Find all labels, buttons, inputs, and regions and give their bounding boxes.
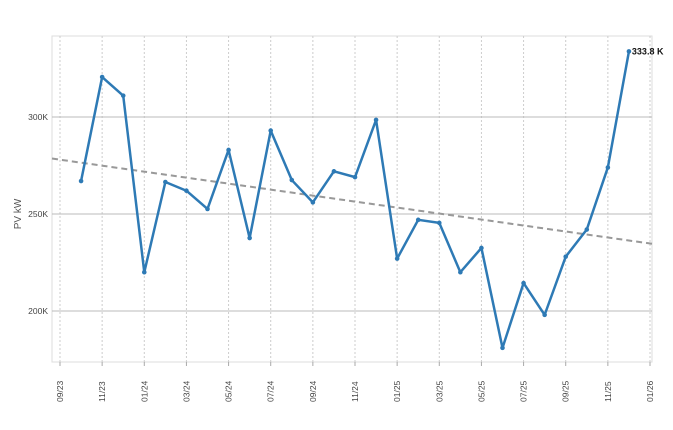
data-point [184, 188, 189, 194]
y-tick-label: 250K [28, 209, 48, 219]
x-tick-label: 09/23 [55, 380, 65, 402]
data-point [205, 206, 210, 212]
data-point [479, 245, 484, 251]
data-point [352, 174, 358, 180]
data-point [99, 74, 105, 80]
x-tick-label: 01/25 [392, 380, 402, 402]
x-tick-label: 11/23 [97, 381, 107, 402]
data-label: 333.8 K [632, 46, 664, 56]
data-point [458, 269, 463, 275]
data-point [373, 117, 379, 123]
data-point [247, 235, 252, 241]
data-point [605, 165, 611, 170]
data-point [415, 217, 421, 223]
data-point [563, 254, 569, 259]
data-point [141, 269, 147, 275]
y-tick-label: 300K [28, 112, 48, 122]
data-point [626, 49, 632, 54]
annotations: 333.8 K [632, 46, 664, 56]
data-point [584, 227, 590, 232]
y-tick-label: 200K [28, 306, 48, 316]
data-point [331, 169, 337, 174]
x-tick-label: 11/25 [603, 381, 613, 402]
data-point [163, 179, 168, 185]
data-point [226, 147, 231, 153]
x-tick-label: 03/25 [434, 380, 444, 402]
series-line [79, 51, 631, 350]
x-tick-label: 05/25 [476, 380, 486, 402]
trendline-line [51, 157, 653, 245]
data-point [78, 178, 84, 184]
grid [51, 35, 653, 366]
plot-border [51, 35, 653, 363]
data-point [268, 128, 274, 133]
data-point [542, 312, 547, 318]
series [78, 49, 632, 351]
data-point [521, 280, 526, 286]
data-point [289, 177, 295, 183]
data-point [500, 345, 505, 351]
trendline [51, 157, 653, 245]
data-point [120, 93, 126, 98]
x-tick-label: 03/24 [181, 380, 191, 402]
x-tick-label: 09/25 [561, 380, 571, 402]
x-tick-label: 05/24 [224, 380, 234, 402]
x-tick-label: 11/24 [350, 381, 360, 402]
x-tick-label: 07/24 [266, 380, 276, 402]
x-tick-label: 01/26 [645, 380, 655, 402]
data-point [436, 220, 442, 226]
x-tick-label: 09/24 [308, 380, 318, 402]
x-tick-label: 01/24 [139, 380, 149, 402]
x-axis: 09/23 11/23 01/24 03/24 05/24 07/24 09/24 11/24… [55, 380, 655, 402]
data-point [310, 200, 316, 205]
y-axis-label: PV kW [13, 198, 24, 229]
x-tick-label: 07/25 [519, 380, 529, 402]
y-axis: 200K 250K 300K [28, 112, 48, 316]
data-point [394, 256, 400, 261]
